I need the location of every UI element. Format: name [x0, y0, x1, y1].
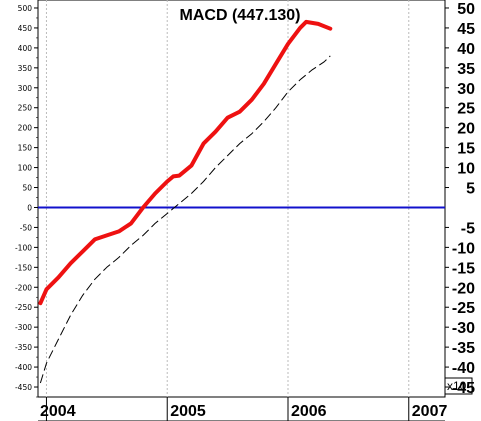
left-tick-label: -300: [15, 323, 32, 332]
right-tick-label: 25: [457, 101, 475, 118]
left-tick-label: -100: [15, 243, 32, 252]
left-tick-label: 50: [22, 184, 32, 193]
right-tick-label: 50: [457, 1, 475, 18]
right-tick-label: -5: [461, 220, 475, 237]
right-tick-label: 15: [457, 141, 475, 158]
left-tick-label: 200: [18, 124, 33, 133]
right-tick-label: -30: [452, 320, 475, 337]
series-layer: [38, 19, 445, 384]
left-tick-label: 250: [18, 104, 33, 113]
right-tick-label: 35: [457, 61, 475, 78]
right-tick-label: 45: [457, 21, 475, 38]
left-axis: 500450400350300250200150100500-50-100-15…: [15, 4, 38, 398]
right-tick-label: 5: [466, 181, 475, 198]
left-tick-label: 100: [18, 164, 33, 173]
plot-frame: [37, 0, 446, 398]
left-tick-label: -150: [15, 263, 32, 272]
x-tick-label: 2005: [170, 403, 206, 420]
multiplier-box: [444, 377, 473, 395]
right-tick-label: 40: [457, 41, 475, 58]
left-tick-label: 400: [18, 44, 33, 53]
right-tick-label: -40: [452, 360, 475, 377]
x-tick-label: 2006: [291, 403, 327, 420]
left-tick-label: -450: [15, 383, 32, 392]
left-tick-label: -50: [20, 223, 32, 232]
left-tick-label: 450: [18, 24, 33, 33]
right-tick-label: -15: [452, 260, 475, 277]
left-tick-label: -250: [15, 303, 32, 312]
chart-title: MACD (447.130): [180, 7, 301, 24]
right-tick-label: -35: [452, 340, 475, 357]
left-tick-label: 350: [18, 64, 33, 73]
right-tick-label: 20: [457, 121, 475, 138]
right-tick-label: -20: [452, 280, 475, 297]
x-tick-label: 2004: [40, 403, 76, 420]
left-tick-label: -400: [15, 363, 32, 372]
left-tick-label: 500: [18, 4, 33, 13]
right-tick-label: 10: [457, 161, 475, 178]
axis-multiplier-label: x10: [447, 379, 467, 393]
right-tick-label: 30: [457, 81, 475, 98]
left-tick-label: 0: [27, 203, 32, 212]
left-tick-label: 300: [18, 84, 33, 93]
x-axis: 2004 2005 2006 2007: [40, 397, 447, 421]
right-tick-label: -10: [452, 240, 475, 257]
right-tick-label: -45: [452, 380, 475, 397]
right-tick-label: -25: [452, 300, 475, 317]
left-tick-label: -200: [15, 283, 32, 292]
x-tick-label: 2007: [412, 403, 448, 420]
macd-line: [38, 19, 333, 306]
signal-line: [39, 55, 331, 384]
left-tick-label: 150: [18, 144, 33, 153]
left-tick-label: -350: [15, 343, 32, 352]
right-axis: 50 45 40 35 30 25 20 15 10 5 -5 -10 -15 -20 -25 -30 -35 -…: [445, 1, 475, 397]
